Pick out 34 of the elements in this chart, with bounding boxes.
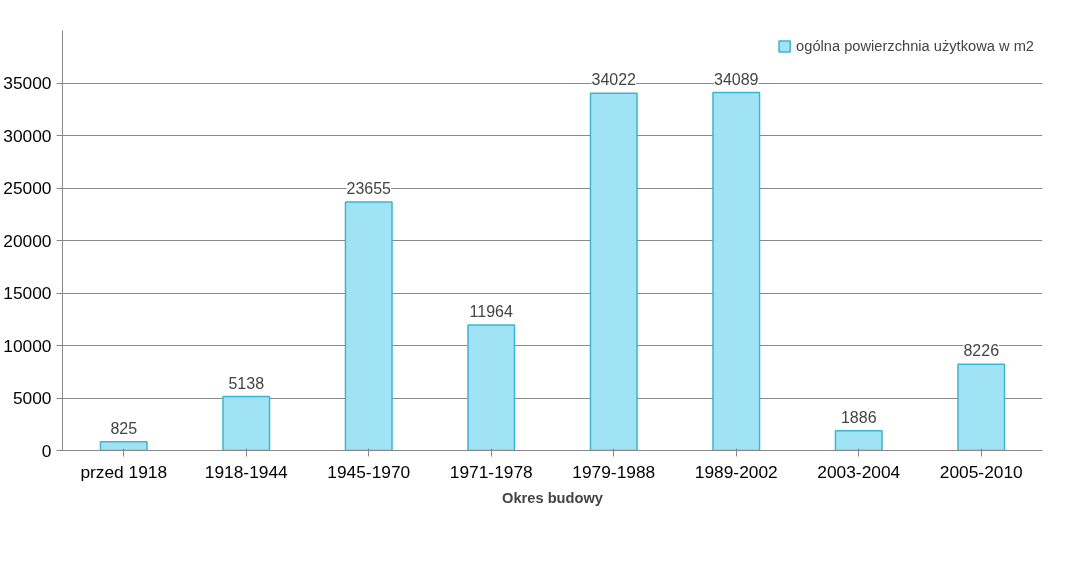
- bar: [712, 91, 761, 451]
- bar: [957, 363, 1006, 451]
- data-label: 1886: [840, 408, 877, 426]
- data-label: 34089: [714, 70, 759, 88]
- x-tick-label: 2003-2004: [817, 461, 901, 482]
- y-tick-label: 25000: [3, 178, 52, 198]
- x-axis-title: Okres budowy: [502, 489, 604, 506]
- data-label: 8226: [963, 342, 1000, 360]
- bar: [344, 201, 393, 451]
- bar: [467, 324, 516, 451]
- x-tick-label: 1918-1944: [204, 461, 289, 482]
- x-tick-label: 1979-1988: [572, 461, 656, 482]
- y-tick-label: 10000: [3, 335, 52, 356]
- bar: [222, 395, 271, 451]
- data-label: 825: [110, 419, 138, 437]
- x-tick-label: 1971-1978: [449, 461, 533, 482]
- y-tick-label: 20000: [3, 230, 52, 251]
- x-tick-label: 1989-2002: [694, 461, 778, 482]
- y-tick-label: 35000: [3, 73, 52, 93]
- x-tick-label: przed 1918: [80, 461, 168, 482]
- data-label: 34022: [591, 71, 637, 89]
- legend-label: ogólna powierzchnia użytkowa w m2: [796, 38, 1034, 54]
- bar: [589, 92, 638, 451]
- data-label: 5138: [228, 374, 265, 392]
- y-tick-label: 15000: [3, 283, 52, 303]
- x-tick-label: 2005-2010: [939, 461, 1023, 482]
- bar: [834, 429, 883, 451]
- y-tick-label: 30000: [3, 125, 52, 146]
- bar: [99, 441, 148, 451]
- y-tick-label: 0: [41, 440, 52, 461]
- data-label: 23655: [346, 180, 392, 198]
- data-label: 11964: [469, 302, 513, 320]
- y-tick-label: 5000: [12, 388, 52, 408]
- x-tick-label: 1945-1970: [327, 461, 411, 482]
